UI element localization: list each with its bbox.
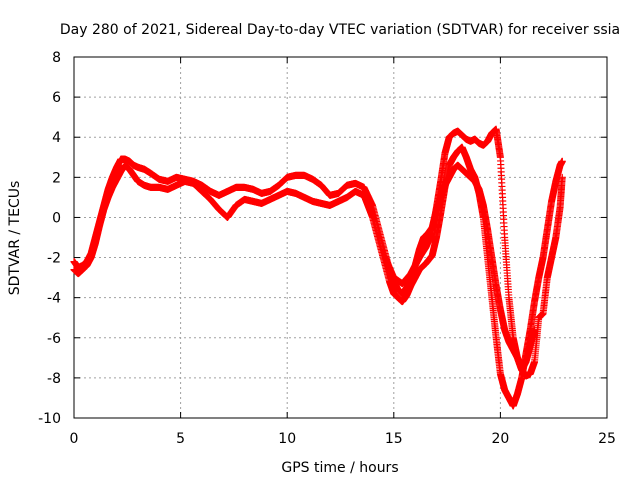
plot-frame (73, 56, 608, 419)
x-tick-label: 15 (385, 431, 403, 447)
x-tick-label: 5 (176, 431, 185, 447)
y-tick-label: -4 (47, 291, 61, 307)
y-tick-label: -2 (47, 251, 61, 267)
y-tick-label: 4 (52, 130, 61, 146)
y-tick-label: 6 (52, 90, 61, 106)
x-axis-label: GPS time / hours (281, 460, 398, 476)
y-tick-label: 8 (52, 50, 61, 66)
x-tick-label: 25 (598, 431, 616, 447)
axis-ticks: 0 5 10 15 20 25 -10 -8 -6 -4 -2 0 2 4 6 8 (38, 50, 616, 447)
x-tick-label: 20 (491, 431, 509, 447)
y-tick-label: -6 (47, 331, 61, 347)
y-tick-label: -8 (47, 371, 61, 387)
chart-title: Day 280 of 2021, Sidereal Day-to-day VTE… (60, 22, 620, 38)
x-tick-label: 0 (70, 431, 79, 447)
y-tick-label: 0 (52, 210, 61, 226)
data-points (70, 125, 566, 410)
y-tick-label: 2 (52, 170, 61, 186)
grid-lines (74, 57, 607, 418)
y-tick-label: -10 (38, 411, 61, 427)
y-axis-label: SDTVAR / TECUs (7, 181, 23, 296)
x-tick-label: 10 (278, 431, 296, 447)
